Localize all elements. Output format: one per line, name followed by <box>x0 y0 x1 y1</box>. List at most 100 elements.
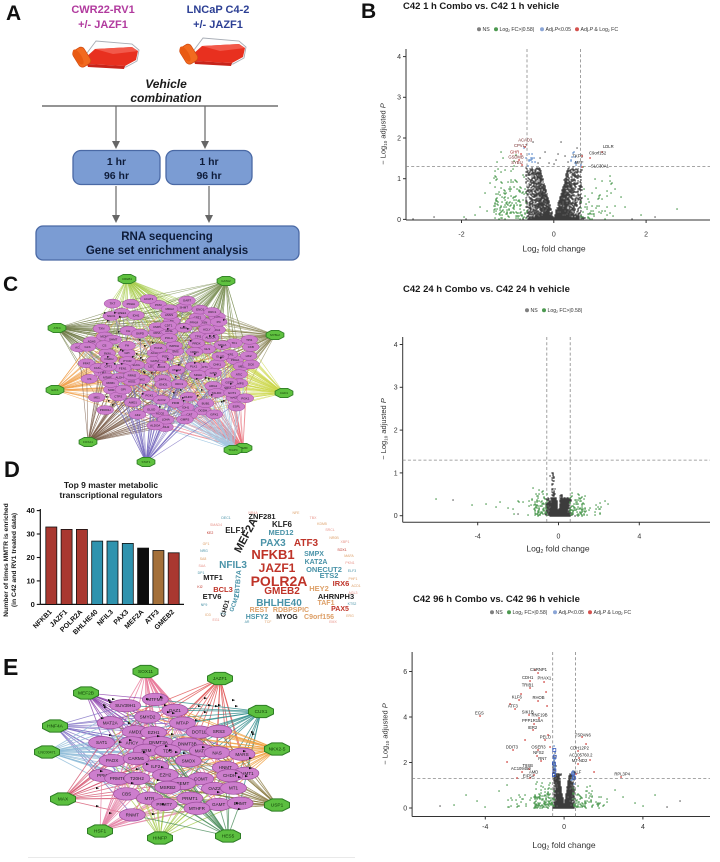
svg-text:POLR2A: POLR2A <box>251 573 308 589</box>
svg-text:RDBPSPIC: RDBPSPIC <box>273 607 309 614</box>
svg-text:PEMT: PEMT <box>177 781 190 786</box>
svg-text:AHRNPH3: AHRNPH3 <box>318 592 354 601</box>
svg-text:CHD1: CHD1 <box>280 391 288 395</box>
svg-text:ESPL: ESPL <box>233 405 241 409</box>
svg-text:NFKB1: NFKB1 <box>32 609 54 631</box>
svg-text:PRMT6: PRMT6 <box>110 776 126 781</box>
svg-text:PDHA: PDHA <box>231 358 239 362</box>
svg-text:4: 4 <box>397 54 401 61</box>
svg-text:-4: -4 <box>475 534 481 541</box>
svg-text:1: 1 <box>397 176 401 183</box>
svg-text:NS: NS <box>483 27 491 33</box>
svg-text:AMD1: AMD1 <box>129 729 142 734</box>
svg-text:ACAT1: ACAT1 <box>151 351 161 355</box>
svg-text:RPL3P4: RPL3P4 <box>614 772 630 777</box>
svg-text:IRX6: IRX6 <box>333 579 350 588</box>
svg-text:LDHA: LDHA <box>162 418 170 422</box>
svg-text:− Log10 adjusted P: − Log10 adjusted P <box>379 103 389 165</box>
svg-text:HES5: HES5 <box>222 833 235 839</box>
svg-text:CDH12P2: CDH12P2 <box>570 746 590 751</box>
svg-text:0: 0 <box>557 534 561 541</box>
svg-text:MAX: MAX <box>58 796 69 802</box>
svg-text:SYBU: SYBU <box>511 160 522 165</box>
svg-text:DBF4: DBF4 <box>159 377 167 381</box>
svg-text:10: 10 <box>26 576 34 585</box>
svg-text:PGD: PGD <box>162 355 169 359</box>
svg-text:POLA: POLA <box>165 336 173 340</box>
svg-text:NFS2: NFS2 <box>533 750 544 755</box>
svg-text:C42 24 h Combo vs. C42 24 h ve: C42 24 h Combo vs. C42 24 h vehicle <box>403 284 570 295</box>
svg-text:CDT1: CDT1 <box>165 324 173 328</box>
svg-text:OAZ1: OAZ1 <box>169 708 181 713</box>
svg-text:PHAX1: PHAX1 <box>538 676 552 681</box>
svg-text:30: 30 <box>26 530 34 539</box>
svg-text:CS: CS <box>87 377 91 381</box>
svg-text:ENO1: ENO1 <box>196 308 205 312</box>
svg-text:RNMT: RNMT <box>126 813 139 818</box>
svg-text:AC109450: AC109450 <box>511 766 531 771</box>
svg-text:2: 2 <box>644 232 648 239</box>
svg-text:DNMT3B: DNMT3B <box>178 742 197 747</box>
svg-text:DEC1: DEC1 <box>221 516 230 520</box>
svg-text:HINFP: HINFP <box>153 835 167 841</box>
svg-text:HEY2: HEY2 <box>309 584 329 593</box>
svg-text:ACD1: ACD1 <box>351 584 360 588</box>
svg-text:ATF3: ATF3 <box>508 703 519 708</box>
svg-text:96 hr: 96 hr <box>196 170 221 182</box>
svg-text:CDH1: CDH1 <box>522 675 534 680</box>
svg-text:PPM: PPM <box>97 773 107 778</box>
svg-text:MED12: MED12 <box>268 528 293 537</box>
svg-text:SRS3: SRS3 <box>213 729 225 734</box>
svg-text:RNA sequencing: RNA sequencing <box>121 231 213 243</box>
svg-text:PCNA: PCNA <box>154 346 162 350</box>
svg-text:CWR22-RV1: CWR22-RV1 <box>71 4 134 16</box>
svg-text:ACAT1: ACAT1 <box>144 297 154 301</box>
svg-text:REST: REST <box>250 607 269 614</box>
svg-text:MAT1A: MAT1A <box>195 748 211 753</box>
svg-text:CPT1: CPT1 <box>104 365 112 369</box>
svg-text:MFF: MFF <box>575 160 584 165</box>
svg-text:SMAD4: SMAD4 <box>210 523 222 527</box>
svg-text:SMYD2: SMYD2 <box>140 715 156 720</box>
svg-text:0: 0 <box>31 600 35 609</box>
svg-text:UMPS: UMPS <box>235 381 244 385</box>
svg-text:GART: GART <box>183 299 191 303</box>
svg-text:ALDOA: ALDOA <box>205 336 215 340</box>
svg-text:SHMT: SHMT <box>109 338 118 342</box>
svg-text:PFKM: PFKM <box>190 320 199 324</box>
svg-text:ATIC: ATIC <box>236 372 243 376</box>
svg-text:PFKM: PFKM <box>173 368 182 372</box>
svg-text:PHF1: PHF1 <box>349 577 358 581</box>
svg-text:TKFC: TKFC <box>572 154 583 159</box>
svg-text:ASNS: ASNS <box>165 313 173 317</box>
svg-text:TBX: TBX <box>310 516 317 520</box>
svg-text:WEE1: WEE1 <box>118 311 127 315</box>
svg-text:AMD: AMD <box>529 769 538 774</box>
svg-text:AK2: AK2 <box>135 413 141 417</box>
svg-text:PPP1R15A: PPP1R15A <box>522 718 543 723</box>
svg-text:PLK1: PLK1 <box>190 365 198 369</box>
svg-text:TALDO: TALDO <box>212 391 222 395</box>
svg-text:T9SB: T9SB <box>522 763 533 768</box>
svg-text:CPT1: CPT1 <box>194 316 202 320</box>
svg-text:KLF: KLF <box>574 769 582 774</box>
svg-text:PAOX: PAOX <box>106 758 118 763</box>
svg-text:MAFA: MAFA <box>344 554 354 558</box>
svg-text:ADSL: ADSL <box>165 329 173 333</box>
svg-text:FASN: FASN <box>94 366 102 370</box>
svg-text:PGK1: PGK1 <box>241 396 249 400</box>
svg-text:ONECUT2: ONECUT2 <box>306 565 342 574</box>
svg-text:PC: PC <box>170 319 175 323</box>
svg-text:SOX11: SOX11 <box>138 669 153 675</box>
svg-text:OGDH: OGDH <box>104 357 113 361</box>
svg-text:FH: FH <box>125 344 129 348</box>
svg-text:ZNF281: ZNF281 <box>248 512 275 521</box>
svg-text:SAA: SAA <box>198 564 206 568</box>
svg-text:BCL3: BCL3 <box>213 585 233 594</box>
svg-text:+/- JAZF1: +/- JAZF1 <box>193 19 243 31</box>
svg-text:SUCL: SUCL <box>132 363 140 367</box>
svg-text:ILF2: ILF2 <box>151 764 161 769</box>
svg-text:Log2 fold change: Log2 fold change <box>526 544 590 556</box>
svg-text:BHLHE40: BHLHE40 <box>256 598 302 609</box>
svg-text:GOT1: GOT1 <box>228 391 236 395</box>
